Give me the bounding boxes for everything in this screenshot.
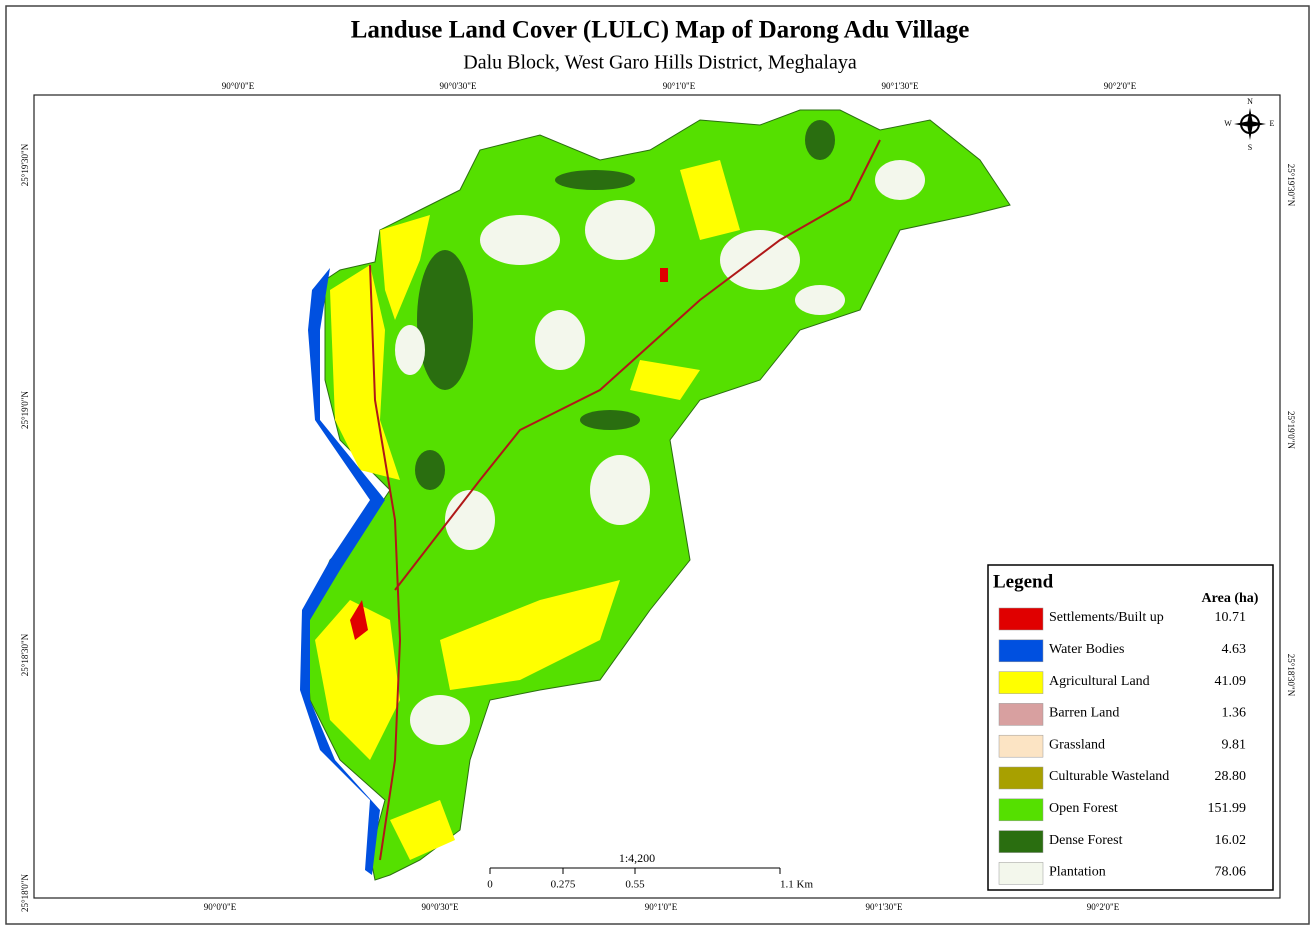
legend-swatch — [998, 766, 1044, 790]
legend-label: Dense Forest — [1049, 833, 1123, 848]
legend-label: Open Forest — [1049, 801, 1118, 816]
legend-area: 9.81 — [1222, 737, 1247, 752]
right-coordinate-label: 25°18'30"N — [1286, 654, 1296, 697]
legend-label: Plantation — [1049, 865, 1106, 880]
legend-swatch — [998, 703, 1044, 726]
legend-swatch — [998, 639, 1044, 663]
settlement-patch — [350, 600, 368, 640]
plantation-patch — [445, 490, 495, 550]
top-coordinate-label: 90°1'30"E — [882, 81, 919, 91]
dense-forest-patch — [580, 410, 640, 430]
plantation-patch — [720, 230, 800, 290]
scale-label: 0.275 — [551, 879, 576, 891]
legend-title: Legend — [993, 571, 1054, 592]
bottom-coordinate-label: 90°0'30"E — [422, 902, 459, 912]
agri-patch — [630, 360, 700, 400]
top-coordinate-label: 90°0'0"E — [222, 81, 255, 91]
top-coordinate-label: 90°0'30"E — [440, 81, 477, 91]
dense-forest-patch — [417, 250, 473, 390]
scale-bar: 1:4,200 0 0.275 0.55 1.1 Km — [487, 851, 813, 891]
settlement-patch — [660, 268, 668, 282]
map-title: Landuse Land Cover (LULC) Map of Darong … — [351, 17, 970, 44]
legend-label: Barren Land — [1049, 706, 1119, 721]
plantation-patch — [395, 325, 425, 375]
top-coordinate-label: 90°2'0"E — [1104, 81, 1137, 91]
legend-area-header: Area (ha) — [1202, 591, 1259, 606]
compass-e: E — [1270, 119, 1275, 128]
plantation-patch — [875, 160, 925, 200]
legend: Legend Area (ha) Settlements/Built up 10.… — [987, 564, 1274, 891]
scale-label: 0 — [487, 879, 493, 891]
legend-label: Grassland — [1049, 737, 1105, 752]
legend-area: 151.99 — [1208, 801, 1247, 816]
plantation-patch — [795, 285, 845, 315]
legend-area: 16.02 — [1215, 833, 1247, 848]
road — [369, 139, 881, 861]
legend-area: 28.80 — [1215, 769, 1247, 784]
north-arrow: N S E W — [1224, 97, 1274, 152]
legend-swatch — [998, 798, 1044, 822]
plantation-patch — [410, 695, 470, 745]
compass-n: N — [1247, 97, 1253, 106]
left-coordinate-label: 25°18'30"N — [20, 633, 30, 676]
agri-patch — [380, 215, 430, 320]
legend-area: 78.06 — [1215, 865, 1247, 880]
plantation-patches — [395, 160, 925, 745]
dense-forest-patch — [555, 170, 635, 190]
agri-patch — [680, 160, 740, 240]
compass-w: W — [1224, 119, 1232, 128]
village-map — [300, 109, 1011, 881]
legend-swatch — [998, 734, 1044, 758]
agri-patch — [315, 600, 400, 760]
legend-area: 1.36 — [1222, 706, 1247, 721]
scale-label: 1.1 Km — [780, 879, 813, 891]
right-coordinate-label: 25°19'30"N — [1286, 164, 1296, 207]
right-coordinate-label: 25°19'0"N — [1286, 411, 1296, 449]
legend-label: Water Bodies — [1049, 642, 1124, 657]
plantation-patch — [585, 200, 655, 260]
agri-patch — [390, 800, 455, 860]
dense-forest-patch — [805, 120, 835, 160]
legend-swatch — [998, 830, 1044, 853]
legend-area: 41.09 — [1215, 674, 1247, 689]
legend-label: Culturable Wasteland — [1049, 769, 1169, 784]
bottom-coordinate-label: 90°1'0"E — [645, 902, 678, 912]
left-coordinate-label: 25°18'0"N — [20, 874, 30, 912]
left-coordinate-label: 25°19'30"N — [20, 143, 30, 186]
bottom-coordinate-label: 90°1'30"E — [866, 902, 903, 912]
legend-swatch — [998, 671, 1044, 694]
agri-patch — [330, 265, 400, 480]
legend-label: Settlements/Built up — [1049, 610, 1164, 625]
plantation-patch — [590, 455, 650, 525]
agri-patch — [440, 580, 620, 690]
compass-star — [1234, 108, 1266, 140]
legend-area: 10.71 — [1215, 610, 1247, 625]
bottom-coordinate-label: 90°0'0"E — [204, 902, 237, 912]
top-coordinate-label: 90°1'0"E — [663, 81, 696, 91]
bottom-coordinate-label: 90°2'0"E — [1087, 902, 1120, 912]
river — [300, 268, 385, 875]
plantation-patch — [480, 215, 560, 265]
legend-label: Agricultural Land — [1049, 674, 1150, 689]
graticule: 90°0'0"E 90°0'30"E 90°1'0"E 90°1'30"E 90°2'0… — [20, 81, 1296, 912]
scale-label: 0.55 — [625, 879, 645, 891]
plantation-patch — [535, 310, 585, 370]
legend-area: 4.63 — [1222, 642, 1247, 657]
legend-swatch — [998, 862, 1044, 885]
compass-s: S — [1248, 143, 1252, 152]
legend-swatch — [998, 607, 1044, 631]
scale-ratio: 1:4,200 — [619, 851, 655, 865]
dense-forest-patch — [415, 450, 445, 490]
map-subtitle: Dalu Block, West Garo Hills District, Me… — [463, 52, 857, 74]
left-coordinate-label: 25°19'0"N — [20, 391, 30, 429]
